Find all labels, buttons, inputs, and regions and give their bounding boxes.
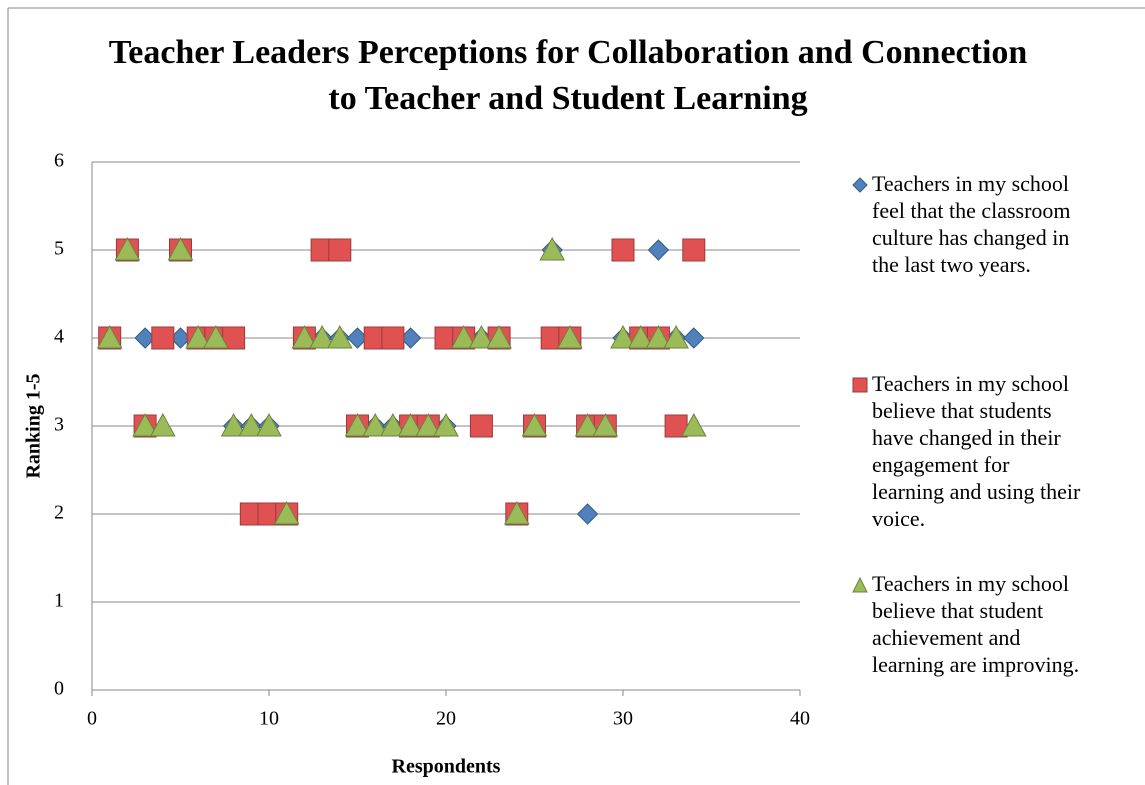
y-tick-label: 4 — [54, 326, 64, 348]
marker — [238, 412, 265, 437]
marker — [592, 412, 619, 437]
marker — [256, 412, 282, 437]
marker — [610, 324, 636, 349]
legend-entry: Teachers in my school believe that stude… — [852, 570, 1082, 678]
marker — [167, 236, 194, 261]
marker — [682, 238, 706, 262]
marker — [664, 414, 688, 438]
y-tick-label: 5 — [54, 238, 64, 260]
marker — [273, 500, 300, 525]
marker — [574, 412, 601, 437]
marker — [362, 412, 389, 437]
marker — [486, 324, 512, 349]
y-tick-label: 2 — [54, 502, 64, 524]
marker — [647, 239, 670, 261]
y-tick-label: 6 — [54, 150, 64, 172]
y-tick-label: 1 — [54, 590, 64, 612]
chart-title: Teacher Leaders Perceptions for Collabor… — [109, 34, 1028, 117]
marker — [415, 412, 442, 437]
y-tick-label: 0 — [54, 678, 64, 700]
legend-label: Teachers in my school believe that stude… — [872, 371, 1081, 531]
x-tick-label: 0 — [87, 708, 97, 730]
marker — [328, 238, 352, 262]
marker — [680, 412, 707, 437]
marker — [291, 324, 318, 349]
marker — [151, 326, 175, 350]
marker — [468, 324, 495, 349]
x-tick-label: 10 — [259, 708, 279, 730]
marker — [203, 324, 229, 349]
marker — [96, 324, 123, 349]
marker — [521, 412, 548, 437]
legend-swatch — [852, 177, 868, 193]
legend-label: Teachers in my school believe that stude… — [872, 571, 1080, 677]
marker — [309, 324, 335, 349]
legend-swatch — [852, 377, 868, 393]
marker — [627, 324, 654, 349]
marker — [557, 324, 583, 349]
marker — [132, 412, 158, 437]
marker — [503, 500, 530, 525]
legend-marker — [852, 377, 868, 393]
y-axis-label: Ranking 1-5 — [23, 373, 45, 478]
marker — [380, 412, 406, 437]
marker — [185, 324, 212, 349]
marker — [663, 324, 689, 349]
x-tick-label: 30 — [613, 708, 633, 730]
marker — [433, 412, 459, 437]
legend-marker — [852, 577, 868, 593]
y-tick-label: 3 — [54, 414, 64, 436]
marker — [539, 236, 566, 261]
marker — [220, 412, 247, 437]
legend-label: Teachers in my school feel that the clas… — [872, 171, 1071, 277]
marker — [397, 412, 424, 437]
marker — [326, 324, 353, 349]
marker — [450, 324, 477, 349]
marker — [381, 326, 405, 350]
legend-entry: Teachers in my school feel that the clas… — [852, 170, 1082, 278]
marker — [469, 414, 493, 438]
marker — [683, 327, 705, 349]
x-tick-label: 40 — [790, 708, 810, 730]
x-axis-label: Respondents — [392, 756, 501, 778]
marker — [114, 236, 141, 261]
legend-entry: Teachers in my school believe that stude… — [852, 370, 1082, 532]
marker — [645, 324, 672, 349]
legend-swatch — [852, 577, 868, 593]
marker — [344, 412, 371, 437]
marker — [149, 412, 176, 437]
marker — [576, 503, 599, 525]
x-tick-label: 20 — [436, 708, 456, 730]
marker — [611, 238, 635, 262]
legend-marker — [852, 177, 868, 193]
